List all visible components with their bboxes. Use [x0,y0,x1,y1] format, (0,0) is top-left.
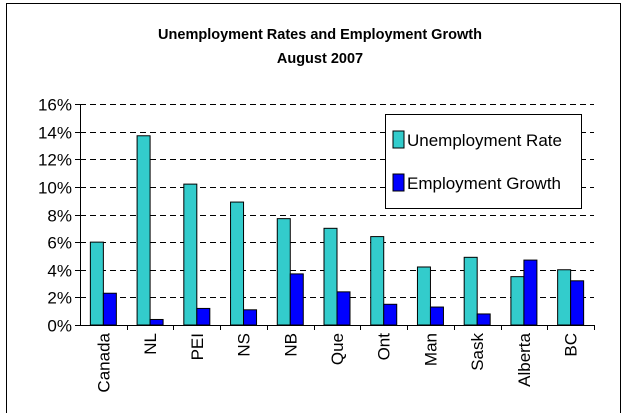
axes: 0% 2% 4% 6% 8% 10% 12% 14% 16% Canada NL PEI NS NB Que… [38,96,595,393]
x-category-label: Sask [468,333,487,371]
bar-employment-growth [149,318,164,326]
bar-unemployment-rate [136,135,151,326]
x-category-label: BC [562,333,581,357]
legend-box [385,114,582,209]
bars [89,135,585,326]
bar-unemployment-rate [276,218,291,326]
bar-employment-growth [476,313,491,326]
y-tick-label: 16% [38,96,72,115]
chart-border [6,3,621,416]
legend-label: Employment Growth [407,174,561,193]
bar-unemployment-rate [183,183,198,326]
legend-swatch [392,173,405,192]
y-tick-label: 10% [38,179,72,198]
bar-unemployment-rate [323,227,338,326]
bar-employment-growth [196,307,211,326]
y-tick-label: 0% [47,317,72,336]
y-tick-label: 12% [38,151,72,170]
bar-employment-growth [243,309,258,326]
gridlines [80,104,594,298]
bar-unemployment-rate [416,266,431,326]
x-category-label: Man [421,333,440,366]
bar-unemployment-rate [230,201,245,326]
legend-label: Unemployment Rate [407,131,562,150]
bar-employment-growth [383,303,398,326]
bar-employment-growth [523,259,538,326]
x-category-label: NS [235,333,254,357]
x-category-label: Que [328,333,347,365]
chart-subtitle: August 2007 [277,51,363,67]
chart-title: Unemployment Rates and Employment Growth [158,27,482,43]
x-category-label: Alberta [515,332,534,386]
bar-unemployment-rate [89,241,104,326]
x-category-label: PEI [188,333,207,360]
y-tick-label: 4% [47,262,72,281]
bar-unemployment-rate [463,256,478,326]
y-tick-label: 2% [47,289,72,308]
y-tick-label: 6% [47,234,72,253]
x-category-label: NB [281,333,300,357]
x-category-label: Ont [375,333,394,361]
x-category-label: NL [141,333,160,355]
bar-employment-growth [102,292,117,326]
x-category-label: Canada [94,332,113,392]
bar-unemployment-rate [510,276,525,326]
y-tick-label: 14% [38,124,72,143]
bar-unemployment-rate [557,269,572,326]
bar-employment-growth [570,280,585,326]
y-tick-label: 8% [47,207,72,226]
bar-employment-growth [289,273,304,326]
legend: Unemployment Rate Employment Growth [385,114,582,209]
legend-swatch [392,130,405,149]
bar-unemployment-rate [370,236,385,326]
bar-employment-growth [429,306,444,326]
bar-employment-growth [336,291,351,326]
